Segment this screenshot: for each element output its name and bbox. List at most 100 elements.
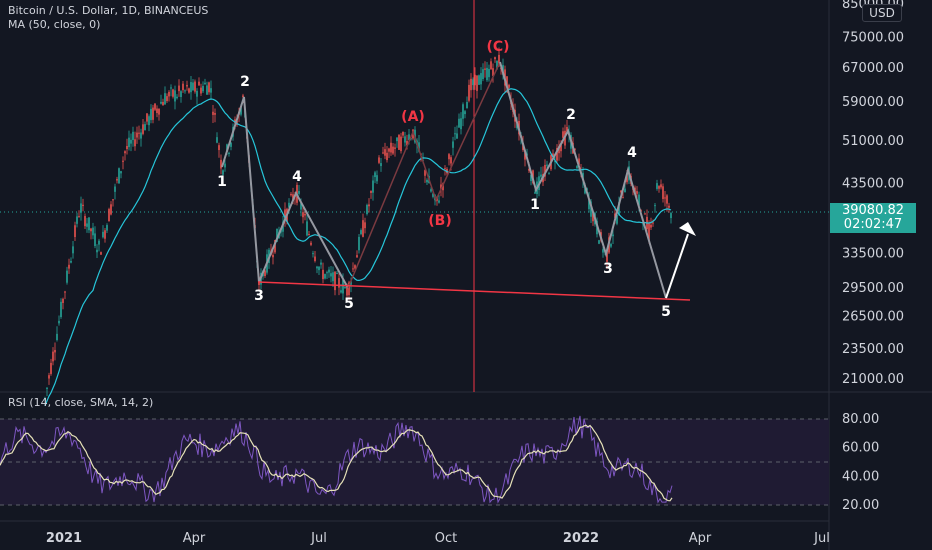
candle-body <box>276 228 278 242</box>
candle-body <box>490 61 492 70</box>
wave-label: 3 <box>254 288 264 304</box>
candle-body <box>472 79 474 86</box>
candle-body <box>342 279 344 294</box>
candle-body <box>376 175 378 182</box>
candle-body <box>612 234 614 237</box>
wave-label: 3 <box>603 261 613 277</box>
candle-body <box>432 193 434 197</box>
candle-body <box>552 153 554 156</box>
candle-body <box>144 124 146 131</box>
wave-label: 4 <box>627 145 637 161</box>
candle-body <box>670 213 672 219</box>
arrow-head <box>679 222 696 236</box>
candle-body <box>406 141 408 146</box>
candle-body <box>88 217 90 231</box>
rsi-axis[interactable]: 80.00 60.00 40.00 20.00 <box>842 412 879 513</box>
candle-body <box>426 179 428 183</box>
candle-body <box>396 137 398 142</box>
candle-body <box>458 118 460 128</box>
candle-body <box>180 91 182 98</box>
candle-body <box>562 131 564 138</box>
candle-body <box>196 90 198 97</box>
candle-body <box>524 150 526 160</box>
candle-body <box>470 78 472 91</box>
currency-button[interactable]: USD <box>862 4 902 22</box>
candle-body <box>274 240 276 253</box>
time-tick-label: Jul <box>310 531 327 546</box>
candle-body <box>80 203 82 213</box>
candle-body <box>372 180 374 193</box>
price-axis[interactable]: 85000.0075000.0067000.0059000.0051000.00… <box>842 0 904 387</box>
ma-indicator-label[interactable]: MA (50, close, 0) <box>8 18 101 31</box>
time-axis[interactable]: 2021 Apr Jul Oct 2022 Apr Jul <box>46 531 830 546</box>
candle-body <box>354 265 356 269</box>
candle-body <box>636 191 638 194</box>
candle-body <box>170 87 172 89</box>
candle-body <box>212 111 214 115</box>
candle-body <box>528 168 530 171</box>
candle-body <box>290 193 292 196</box>
candle-body <box>662 186 664 199</box>
candle-body <box>94 233 96 246</box>
candle-body <box>288 202 290 208</box>
candle-body <box>440 184 442 190</box>
candle-body <box>54 349 56 353</box>
rsi-tick-label: 20.00 <box>842 498 879 513</box>
wave-label: (C) <box>486 39 509 55</box>
candles-layer <box>44 47 672 402</box>
rsi-indicator-label[interactable]: RSI (14, close, SMA, 14, 2) <box>8 396 154 409</box>
time-tick-label: 2022 <box>563 531 599 546</box>
candle-body <box>654 205 656 207</box>
candle-body <box>44 397 46 400</box>
candle-body <box>284 209 286 222</box>
candle-body <box>222 170 224 175</box>
candle-body <box>576 166 578 169</box>
wave-label: (B) <box>428 213 451 229</box>
candle-body <box>264 270 266 276</box>
candle-body <box>424 170 426 176</box>
time-tick-label: Jul <box>813 531 830 546</box>
candle-body <box>506 76 508 86</box>
candle-body <box>330 273 332 277</box>
candle-body <box>498 54 500 66</box>
candle-body <box>378 157 380 163</box>
candle-body <box>66 270 68 283</box>
candle-body <box>394 147 396 149</box>
candle-body <box>610 243 612 247</box>
candle-body <box>666 195 668 204</box>
symbol-title[interactable]: Bitcoin / U.S. Dollar, 1D, BINANCEUS <box>8 4 209 17</box>
candle-body <box>148 116 150 126</box>
candle-body <box>588 198 590 210</box>
time-tick-label: Oct <box>435 531 457 546</box>
candle-body <box>194 81 196 92</box>
candle-body <box>150 108 152 121</box>
candle-body <box>476 75 478 91</box>
candle-body <box>602 249 604 253</box>
candle-body <box>224 163 226 168</box>
candle-body <box>316 266 318 269</box>
candle-body <box>466 102 468 109</box>
candle-body <box>318 266 320 271</box>
candle-body <box>450 157 452 164</box>
candle-body <box>638 194 640 206</box>
candle-body <box>578 158 580 165</box>
candle-body <box>160 101 162 104</box>
candle-body <box>132 131 134 141</box>
price-tick-label: 43500.00 <box>842 177 904 192</box>
candle-body <box>136 132 138 138</box>
candle-body <box>350 281 352 285</box>
candle-body <box>338 278 340 288</box>
candle-body <box>130 139 132 144</box>
candle-body <box>184 90 186 92</box>
candle-body <box>624 188 626 193</box>
candle-body <box>336 273 338 275</box>
candle-body <box>46 387 48 389</box>
candle-body <box>468 84 470 101</box>
candle-body <box>322 269 324 280</box>
rsi-line <box>0 415 673 504</box>
candle-body <box>188 88 190 93</box>
candle-body <box>182 83 184 91</box>
candle-body <box>200 87 202 94</box>
candle-body <box>444 168 446 170</box>
